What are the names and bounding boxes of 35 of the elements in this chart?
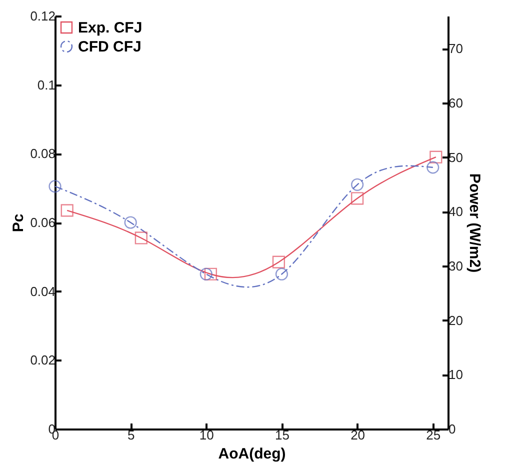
x-axis-title: AoA(deg) [218,446,286,462]
x-tick-label: 20 [350,428,366,442]
y-axis-title: Pc [10,214,28,232]
y2-tick-label: 30 [448,258,463,274]
y-tick-label: 0.02 [30,352,56,368]
y2-tick-label: 20 [448,312,463,328]
legend-label: Exp. CFJ [78,20,142,36]
y2-tick-label: 50 [448,150,463,165]
point [351,192,364,205]
y2-axis-title: Power (W/m2) [466,173,483,273]
point [272,256,286,268]
x-tick-label: 15 [274,428,290,442]
point [124,216,137,229]
y2-tick-label: 60 [448,95,463,110]
point [200,268,212,280]
x-tick-label: 5 [127,428,135,442]
y2-tick-label: 70 [448,41,463,56]
point [351,178,364,191]
point [48,180,62,193]
y-tick-label: 0.12 [30,8,56,24]
point [60,204,74,217]
y2-tick-label: 10 [448,367,463,382]
point [426,161,440,174]
legend-label: CFD CFJ [78,38,142,56]
x-tick-label: 25 [426,428,441,442]
y-tick-label: 0.1 [37,77,56,92]
y-tick-label: 0.08 [30,146,56,162]
point [275,268,288,280]
point [134,232,148,244]
x-tick-label: 10 [199,428,214,442]
y-tick-label: 0.04 [30,284,56,299]
y-tick-label: 0.06 [30,215,56,230]
point [204,268,217,280]
point [430,150,442,164]
y2-tick-label: 40 [448,204,463,220]
